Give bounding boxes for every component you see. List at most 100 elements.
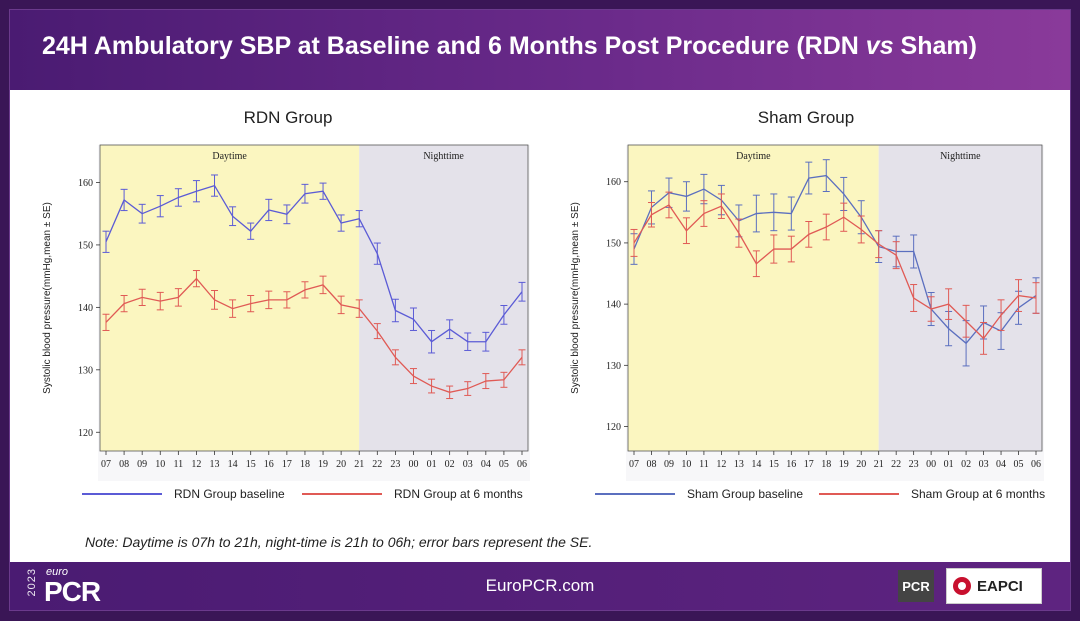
x-tick-label: 07 [101,459,111,470]
x-tick-label: 08 [646,459,656,470]
heart-icon [953,577,971,595]
x-tick-label: 00 [926,459,936,470]
x-tick-label: 01 [944,459,954,470]
x-tick-label: 12 [191,459,201,470]
eapci-logo: EAPCI [946,568,1042,604]
x-tick-label: 03 [463,459,473,470]
x-tick-label: 02 [961,459,971,470]
site-link[interactable]: EuroPCR.com [485,576,595,595]
series-line [633,174,1037,345]
x-tick-label: 09 [137,459,147,470]
x-tick-label: 21 [874,459,884,470]
y-tick-label: 130 [78,365,93,376]
shading-label: Daytime [736,151,771,162]
shading-region [878,145,1042,451]
x-tick-label: 05 [499,459,509,470]
legend-label: RDN Group baseline [174,487,285,501]
x-tick-label: 10 [681,459,691,470]
shading-label: Nighttime [940,151,981,162]
plot-frame [627,144,1043,452]
logo-euro: euro [46,566,69,578]
logo-pcr: PCR [44,576,101,607]
x-tick-label: 14 [228,459,238,470]
x-tick-label: 11 [699,459,709,470]
legend-rdn: RDN Group baseline RDN Group at 6 months [82,487,562,503]
y-tick-label: 150 [78,240,93,251]
shading-label: Daytime [212,151,247,162]
x-tick-label: 10 [155,459,165,470]
y-tick-label: 130 [606,361,621,372]
y-tick-label: 160 [78,178,93,189]
y-tick-label: 150 [606,238,621,249]
x-tick-label: 22 [891,459,901,470]
series-line [105,277,523,393]
rdn-group-chart: RDN Group Daytime Nighttime 120 130 140 150 16… [28,105,548,485]
y-tick-label: 140 [78,303,93,314]
title-bar: 24H Ambulatory SBP at Baseline and 6 Mon… [10,10,1070,90]
x-tick-label: 20 [336,459,346,470]
y-tick-label: 120 [606,422,621,433]
x-tick-label: 03 [979,459,989,470]
legend-label: Sham Group baseline [687,487,804,501]
y-tick-label: 120 [78,428,93,439]
x-tick-label: 06 [1031,459,1041,470]
legend-swatch [595,493,675,495]
x-tick-label: 06 [517,459,527,470]
pcr-badge: PCR [898,570,934,602]
x-tick-label: 05 [1014,459,1024,470]
chart-title: Sham Group [757,108,855,127]
legend-item: RDN Group baseline [82,487,285,501]
x-tick-label: 09 [664,459,674,470]
footer-bar: 2023 euro PCR EuroPCR.com PCR EAPCI [10,562,1070,610]
y-tick-label: 140 [606,300,621,311]
x-tick-label: 22 [372,459,382,470]
x-tick-label: 23 [909,459,919,470]
x-tick-label: 18 [300,459,310,470]
x-tick-label: 17 [282,459,292,470]
x-tick-label: 13 [734,459,744,470]
x-tick-label: 07 [629,459,639,470]
x-tick-label: 19 [318,459,328,470]
chart-title: RDN Group [243,108,333,127]
legend-label: RDN Group at 6 months [394,487,523,501]
series-line [633,204,1037,340]
title-vs: vs [865,32,894,60]
x-tick-label: 16 [264,459,274,470]
x-tick-label: 04 [481,459,491,470]
x-tick-label: 15 [246,459,256,470]
y-axis-label: Systolic blood pressure(mmHg,mean ± SE) [42,202,53,394]
x-tick-label: 19 [839,459,849,470]
x-tick-label: 04 [996,459,1006,470]
x-tick-label: 14 [751,459,761,470]
sham-group-chart: Sham Group Daytime Nighttime 120 130 140 150 1… [556,105,1056,485]
shading-label: Nighttime [423,151,464,162]
eapci-label: EAPCI [977,577,1023,595]
footnote: Note: Daytime is 07h to 21h, night-time … [85,534,593,550]
x-tick-label: 20 [856,459,866,470]
y-tick-label: 160 [606,177,621,188]
legend-label: Sham Group at 6 months [911,487,1046,501]
slide-title: 24H Ambulatory SBP at Baseline and 6 Mon… [42,32,977,60]
x-tick-label: 01 [427,459,437,470]
x-tick-label: 02 [445,459,455,470]
legend-swatch [302,493,382,495]
x-tick-label: 08 [119,459,129,470]
slide: 24H Ambulatory SBP at Baseline and 6 Mon… [10,10,1070,610]
series-line [105,184,523,343]
y-axis-label: Systolic blood pressure(mmHg,mean ± SE) [570,202,581,394]
shading-region [359,145,528,451]
legend-swatch [82,493,162,495]
x-tick-label: 13 [210,459,220,470]
plot-frame [99,144,529,452]
x-tick-label: 12 [716,459,726,470]
legend-sham: Sham Group baseline Sham Group at 6 mont… [595,487,1065,503]
shading-region [628,145,879,451]
chart-svg: Daytime Nighttime 120 130 140 150 160 07 08 09 10 1… [570,144,1044,481]
legend-swatch [819,493,899,495]
x-tick-label: 18 [821,459,831,470]
x-tick-label: 11 [174,459,184,470]
x-tick-label: 16 [786,459,796,470]
x-tick-label: 00 [408,459,418,470]
legend-item: Sham Group at 6 months [819,487,1045,501]
x-tick-label: 23 [390,459,400,470]
